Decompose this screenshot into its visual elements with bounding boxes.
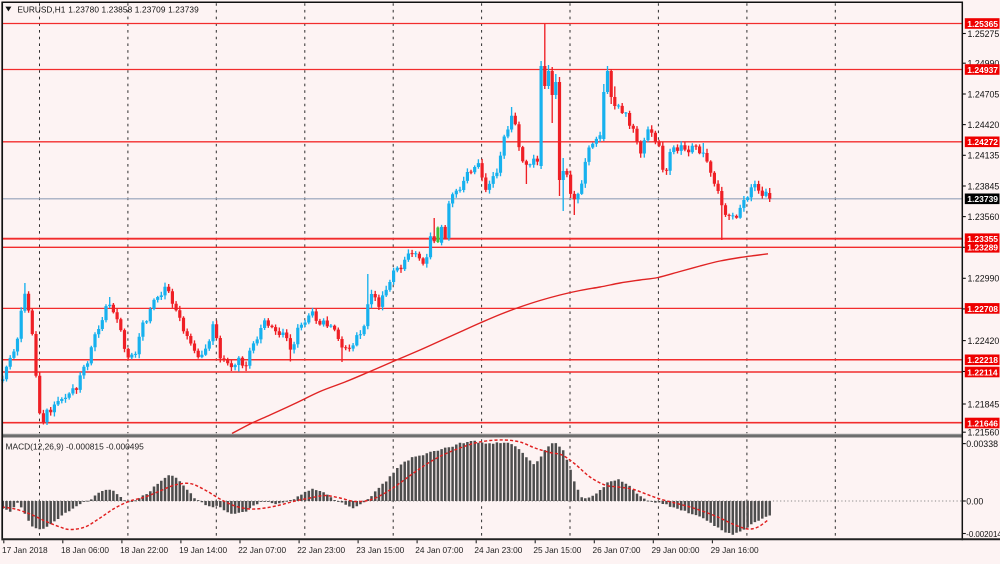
- svg-text:MACD(12,26,9) -0.000815 -0.000: MACD(12,26,9) -0.000815 -0.000495: [6, 442, 145, 452]
- svg-text:18 Jan 22:00: 18 Jan 22:00: [120, 545, 168, 555]
- svg-text:26 Jan 07:00: 26 Jan 07:00: [593, 545, 641, 555]
- svg-text:1.22114: 1.22114: [967, 367, 998, 377]
- svg-text:0.00338: 0.00338: [966, 439, 998, 449]
- svg-text:1.22990: 1.22990: [968, 274, 1000, 284]
- svg-text:1.25275: 1.25275: [968, 29, 1000, 39]
- svg-text:1.22708: 1.22708: [967, 304, 998, 314]
- svg-text:1.21845: 1.21845: [968, 399, 1000, 409]
- svg-text:1.23845: 1.23845: [968, 181, 1000, 191]
- svg-text:17 Jan 2018: 17 Jan 2018: [2, 545, 48, 555]
- svg-text:0.00: 0.00: [966, 496, 983, 506]
- svg-text:1.24135: 1.24135: [968, 151, 1000, 161]
- svg-text:1.24990: 1.24990: [968, 59, 1000, 69]
- svg-text:1.24937: 1.24937: [967, 65, 998, 75]
- svg-text:29 Jan 16:00: 29 Jan 16:00: [711, 545, 759, 555]
- svg-text:1.23560: 1.23560: [968, 212, 1000, 222]
- svg-text:23 Jan 15:00: 23 Jan 15:00: [356, 545, 404, 555]
- svg-text:1.23780 1.23858 1.23709 1.2373: 1.23780 1.23858 1.23709 1.23739: [68, 5, 199, 15]
- svg-text:1.21646: 1.21646: [967, 418, 998, 428]
- svg-text:1.25365: 1.25365: [967, 19, 998, 29]
- svg-text:25 Jan 15:00: 25 Jan 15:00: [533, 545, 581, 555]
- svg-text:29 Jan 00:00: 29 Jan 00:00: [652, 545, 700, 555]
- svg-text:1.23739: 1.23739: [967, 194, 998, 204]
- svg-text:1.22420: 1.22420: [968, 336, 1000, 346]
- svg-text:1.24705: 1.24705: [968, 89, 1000, 99]
- svg-text:1.23355: 1.23355: [967, 234, 998, 244]
- svg-text:1.22218: 1.22218: [967, 355, 998, 365]
- svg-text:1.21560: 1.21560: [968, 428, 1000, 438]
- svg-text:1.24272: 1.24272: [967, 137, 998, 147]
- svg-text:22 Jan 23:00: 22 Jan 23:00: [297, 545, 345, 555]
- svg-text:18 Jan 06:00: 18 Jan 06:00: [61, 545, 109, 555]
- svg-text:EURUSD,H1: EURUSD,H1: [17, 5, 65, 15]
- svg-text:22 Jan 07:00: 22 Jan 07:00: [238, 545, 286, 555]
- svg-text:24 Jan 07:00: 24 Jan 07:00: [415, 545, 463, 555]
- svg-text:-0.002014: -0.002014: [966, 530, 1000, 539]
- svg-text:19 Jan 14:00: 19 Jan 14:00: [179, 545, 227, 555]
- svg-text:1.24420: 1.24420: [968, 120, 1000, 130]
- svg-text:24 Jan 23:00: 24 Jan 23:00: [474, 545, 522, 555]
- svg-text:1.23289: 1.23289: [967, 243, 998, 253]
